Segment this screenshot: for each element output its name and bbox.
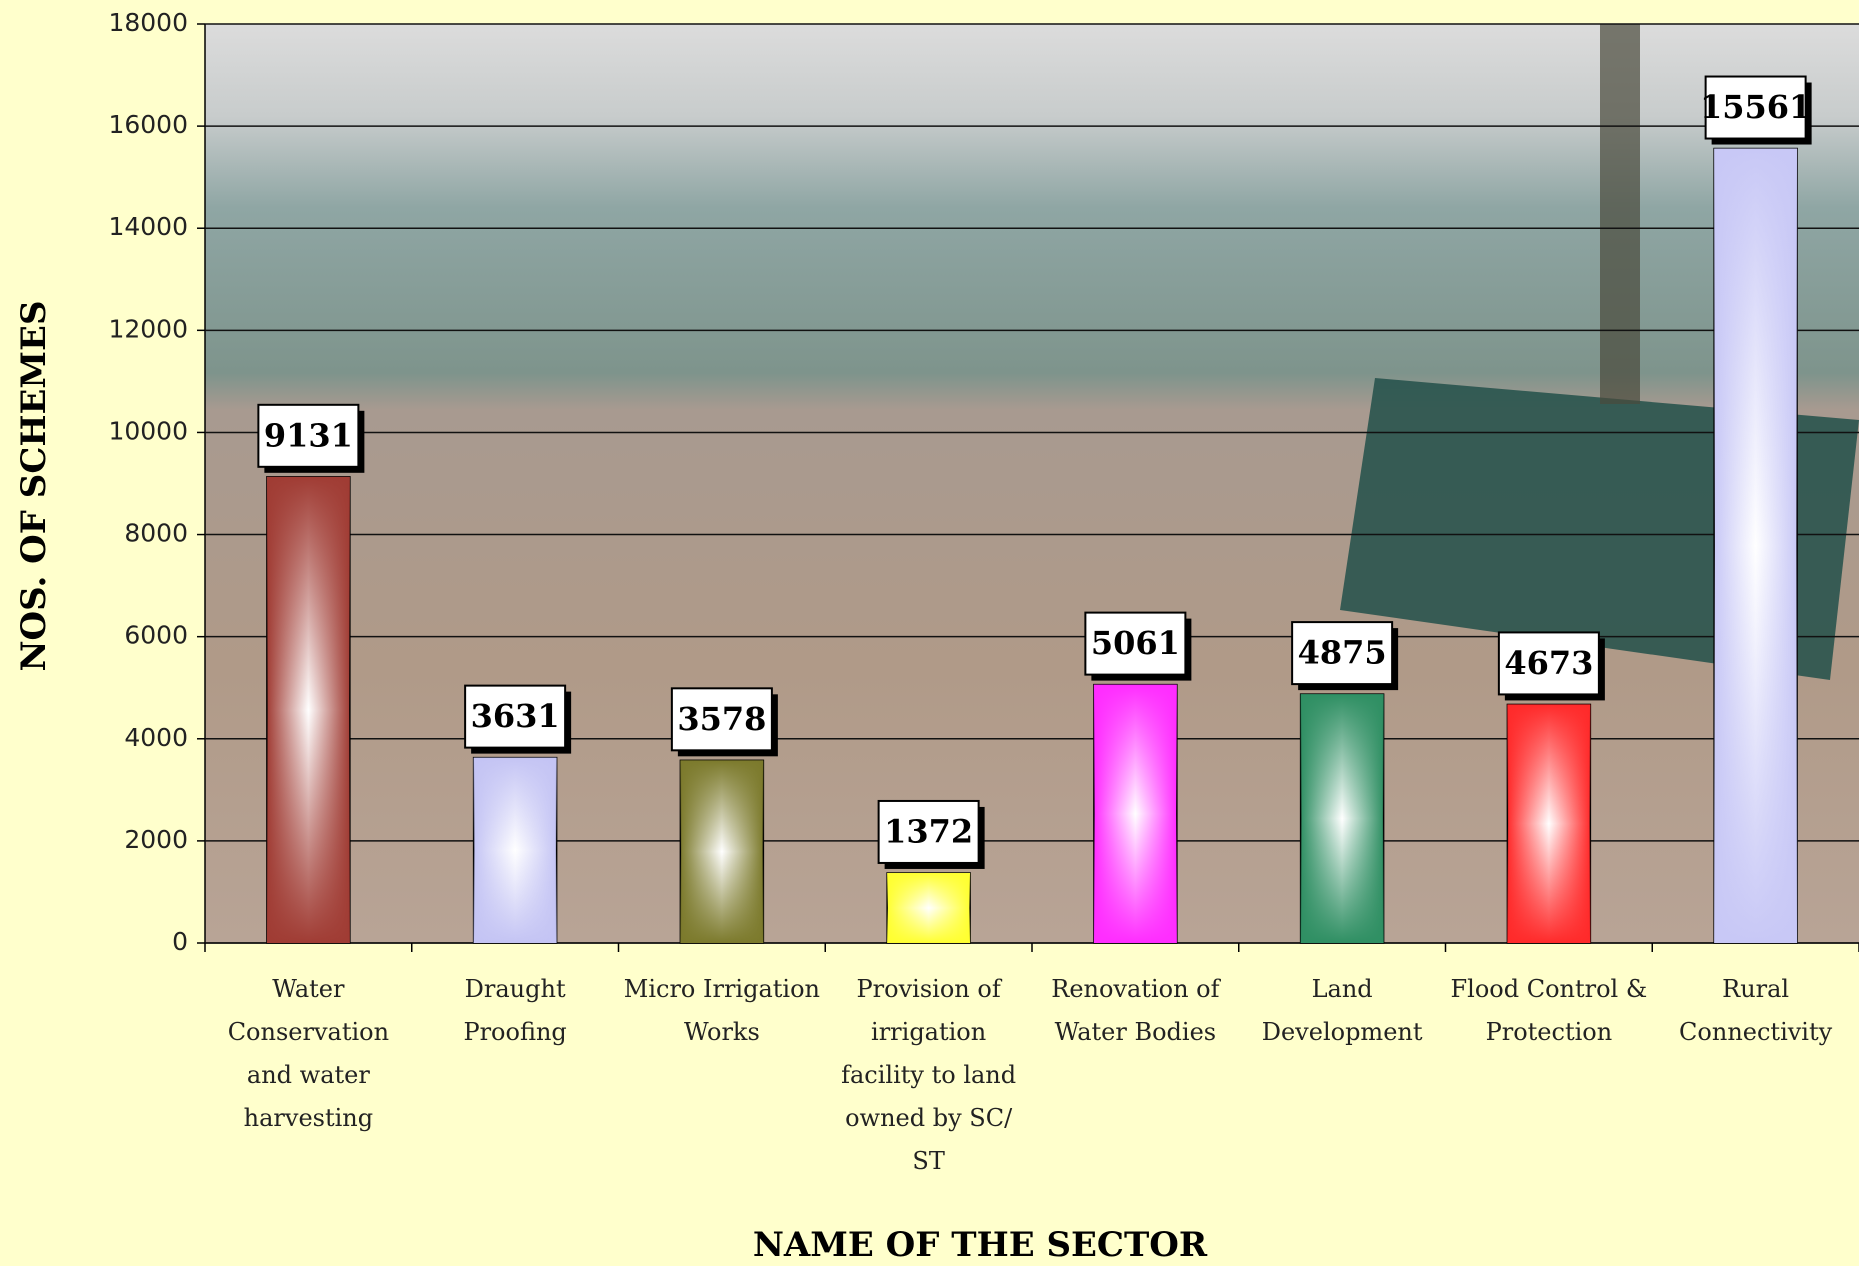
x-tick-label: Renovation of Water Bodies — [1051, 975, 1220, 1046]
label-box — [1291, 621, 1394, 686]
x-tick-label: Rural Connectivity — [1679, 975, 1833, 1046]
data-label: 15561 — [1700, 88, 1811, 126]
bar — [472, 756, 558, 944]
photo-tree — [1600, 24, 1640, 404]
label-box — [1704, 75, 1807, 140]
y-tick-label: 18000 — [108, 8, 188, 37]
data-label: 5061 — [1091, 624, 1180, 662]
label-box — [877, 799, 980, 864]
data-label: 3578 — [677, 700, 766, 738]
x-tick-label: Land Development — [1261, 975, 1423, 1046]
x-tick-label: Draught Proofing — [463, 975, 567, 1046]
data-label: 9131 — [264, 416, 353, 454]
bar — [886, 872, 971, 944]
bar — [679, 759, 765, 944]
label-box — [464, 684, 567, 749]
data-label: 1372 — [884, 812, 973, 850]
label-box — [670, 687, 773, 752]
y-tick-label: 2000 — [124, 825, 188, 854]
y-tick-label: 8000 — [124, 519, 188, 548]
data-label: 4875 — [1298, 634, 1387, 672]
bar — [1506, 703, 1592, 944]
label-box — [1497, 631, 1600, 696]
x-tick-label: Micro Irrigation Works — [623, 975, 820, 1046]
bar — [1713, 147, 1798, 944]
y-tick-label: 10000 — [108, 416, 188, 445]
y-axis-title: NOS. OF SCHEMES — [14, 300, 54, 671]
bar — [1093, 683, 1178, 944]
bar — [266, 476, 351, 944]
x-tick-label: Provision of irrigation facility to land… — [841, 975, 1017, 1175]
y-tick-label: 4000 — [124, 723, 188, 752]
x-tick-label: Water Conservation and water harvesting — [227, 975, 390, 1132]
label-box — [1084, 611, 1187, 676]
x-tick-label: Flood Control & Protection — [1450, 975, 1648, 1046]
y-tick-label: 6000 — [124, 621, 188, 650]
y-tick-label: 12000 — [108, 314, 188, 343]
data-label: 4673 — [1504, 644, 1593, 682]
label-box — [257, 403, 360, 468]
y-tick-label: 14000 — [108, 212, 188, 241]
bar — [1299, 693, 1385, 944]
x-axis-title: NAME OF THE SECTOR — [753, 1225, 1208, 1265]
y-tick-label: 16000 — [108, 110, 188, 139]
data-label: 3631 — [471, 697, 560, 735]
y-tick-label: 0 — [172, 927, 188, 956]
